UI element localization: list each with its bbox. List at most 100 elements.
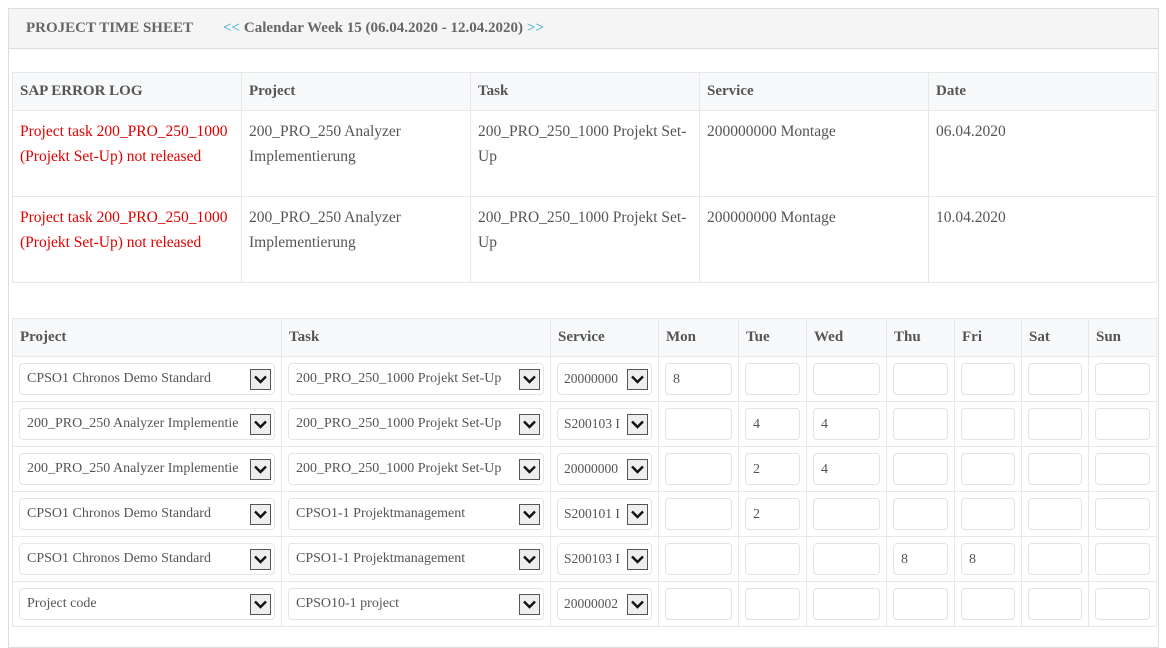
project-select[interactable]: CPSO1 Chronos Demo Standard xyxy=(19,363,275,395)
hours-input-thu[interactable] xyxy=(893,498,948,530)
chevron-down-icon[interactable] xyxy=(627,458,648,480)
hours-input-wed[interactable]: 4 xyxy=(813,408,880,440)
hours-input-sun[interactable] xyxy=(1095,363,1150,395)
page-title: PROJECT TIME SHEET xyxy=(26,20,193,36)
chevron-down-icon[interactable] xyxy=(519,548,540,570)
hours-input-mon[interactable] xyxy=(665,588,732,620)
hours-input-thu[interactable]: 8 xyxy=(893,543,948,575)
hours-input-wed[interactable]: 4 xyxy=(813,453,880,485)
column-header-project: Project xyxy=(12,318,282,357)
hours-input-sun[interactable] xyxy=(1095,453,1150,485)
project-select-value: CPSO1 Chronos Demo Standard xyxy=(27,371,211,386)
chevron-down-icon[interactable] xyxy=(250,503,271,525)
project-select[interactable]: CPSO1 Chronos Demo Standard xyxy=(19,543,275,575)
error-log-date: 10.04.2020 xyxy=(928,196,1157,283)
hours-input-sat[interactable] xyxy=(1028,543,1082,575)
hours-input-sun[interactable] xyxy=(1095,498,1150,530)
service-select[interactable]: 20000002 xyxy=(557,588,652,620)
timesheet-row: Project code CPSO10-1 project 20000002 xyxy=(12,581,1157,627)
hours-input-wed[interactable] xyxy=(813,363,880,395)
hours-input-fri[interactable] xyxy=(961,408,1015,440)
chevron-down-icon[interactable] xyxy=(250,413,271,435)
chevron-down-icon[interactable] xyxy=(519,368,540,390)
hours-input-tue[interactable]: 2 xyxy=(745,453,800,485)
chevron-down-icon[interactable] xyxy=(250,548,271,570)
project-select[interactable]: 200_PRO_250 Analyzer Implementie xyxy=(19,453,275,485)
sap-error-log-table: SAP ERROR LOG Project Task Service Date Proj… xyxy=(12,72,1157,283)
hours-input-tue[interactable]: 4 xyxy=(745,408,800,440)
chevron-down-icon[interactable] xyxy=(519,503,540,525)
task-select[interactable]: CPSO1-1 Projektmanagement xyxy=(288,498,544,530)
chevron-down-icon[interactable] xyxy=(250,593,271,615)
hours-input-sun[interactable] xyxy=(1095,588,1150,620)
service-select[interactable]: S200103 I xyxy=(557,543,652,575)
chevron-down-icon[interactable] xyxy=(627,593,648,615)
hours-input-mon[interactable] xyxy=(665,408,732,440)
task-select[interactable]: CPSO1-1 Projektmanagement xyxy=(288,543,544,575)
hours-input-mon[interactable]: 8 xyxy=(665,363,732,395)
chevron-down-icon[interactable] xyxy=(519,458,540,480)
prev-week-link[interactable]: << xyxy=(223,20,240,36)
chevron-down-icon[interactable] xyxy=(627,413,648,435)
error-log-row: Project task 200_PRO_250_1000 (Projekt S… xyxy=(12,110,1157,197)
hours-input-mon[interactable] xyxy=(665,498,732,530)
column-header: Date xyxy=(928,72,1157,111)
project-select[interactable]: Project code xyxy=(19,588,275,620)
chevron-down-icon[interactable] xyxy=(250,458,271,480)
task-select-value: CPSO10-1 project xyxy=(296,596,400,611)
task-select[interactable]: 200_PRO_250_1000 Projekt Set-Up xyxy=(288,408,544,440)
hours-input-wed[interactable] xyxy=(813,543,880,575)
next-week-link[interactable]: >> xyxy=(526,20,544,36)
hours-input-thu[interactable] xyxy=(893,408,948,440)
column-header-fri: Fri xyxy=(954,318,1022,357)
project-select-value: CPSO1 Chronos Demo Standard xyxy=(27,551,211,566)
hours-input-sat[interactable] xyxy=(1028,363,1082,395)
chevron-down-icon[interactable] xyxy=(627,503,648,525)
hours-input-wed[interactable] xyxy=(813,498,880,530)
hours-input-sat[interactable] xyxy=(1028,588,1082,620)
task-select[interactable]: 200_PRO_250_1000 Projekt Set-Up xyxy=(288,363,544,395)
service-select-value: 20000000 xyxy=(564,461,618,476)
service-select[interactable]: S200101 I xyxy=(557,498,652,530)
hours-input-fri[interactable] xyxy=(961,588,1015,620)
chevron-down-icon[interactable] xyxy=(627,368,648,390)
timesheet-panel: PROJECT TIME SHEET << Calendar Week 15 (… xyxy=(8,8,1159,648)
task-select[interactable]: CPSO10-1 project xyxy=(288,588,544,620)
column-header-sun: Sun xyxy=(1088,318,1157,357)
error-log-header-row: SAP ERROR LOG Project Task Service Date xyxy=(12,72,1157,111)
hours-input-mon[interactable] xyxy=(665,543,732,575)
hours-input-wed[interactable] xyxy=(813,588,880,620)
hours-input-fri[interactable] xyxy=(961,453,1015,485)
service-select[interactable]: 20000000 xyxy=(557,363,652,395)
chevron-down-icon[interactable] xyxy=(250,368,271,390)
service-select[interactable]: 20000000 xyxy=(557,453,652,485)
service-select[interactable]: S200103 I xyxy=(557,408,652,440)
hours-input-tue[interactable] xyxy=(745,363,800,395)
hours-input-tue[interactable] xyxy=(745,588,800,620)
project-select[interactable]: 200_PRO_250 Analyzer Implementie xyxy=(19,408,275,440)
hours-input-tue[interactable] xyxy=(745,543,800,575)
hours-input-sat[interactable] xyxy=(1028,453,1082,485)
column-header: SAP ERROR LOG xyxy=(12,72,242,111)
chevron-down-icon[interactable] xyxy=(519,413,540,435)
column-header: Service xyxy=(699,72,929,111)
hours-input-sat[interactable] xyxy=(1028,408,1082,440)
hours-input-thu[interactable] xyxy=(893,363,948,395)
hours-input-fri[interactable]: 8 xyxy=(961,543,1015,575)
timesheet-table: Project Task Service Mon Tue Wed Thu Fri Sat Sun … xyxy=(12,318,1157,627)
hours-input-sun[interactable] xyxy=(1095,408,1150,440)
hours-input-sun[interactable] xyxy=(1095,543,1150,575)
hours-input-thu[interactable] xyxy=(893,453,948,485)
hours-input-thu[interactable] xyxy=(893,588,948,620)
chevron-down-icon[interactable] xyxy=(627,548,648,570)
task-select-value: 200_PRO_250_1000 Projekt Set-Up xyxy=(296,416,502,431)
hours-input-fri[interactable] xyxy=(961,363,1015,395)
project-select[interactable]: CPSO1 Chronos Demo Standard xyxy=(19,498,275,530)
task-select[interactable]: 200_PRO_250_1000 Projekt Set-Up xyxy=(288,453,544,485)
hours-input-mon[interactable] xyxy=(665,453,732,485)
hours-input-sat[interactable] xyxy=(1028,498,1082,530)
hours-input-tue[interactable]: 2 xyxy=(745,498,800,530)
hours-input-fri[interactable] xyxy=(961,498,1015,530)
chevron-down-icon[interactable] xyxy=(519,593,540,615)
error-log-task: 200_PRO_250_1000 Projekt Set-Up xyxy=(470,196,700,283)
